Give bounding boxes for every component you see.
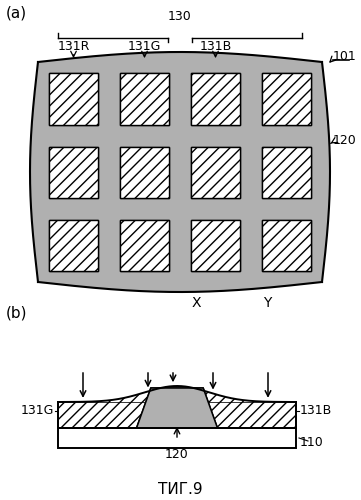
Text: 120: 120 [165,448,189,461]
Bar [120,147,169,198]
Bar [262,220,311,271]
Text: X: X [192,296,201,310]
Bar [120,73,169,125]
Polygon shape [58,392,148,402]
Bar [49,73,98,125]
Text: 131R: 131R [57,40,90,54]
Bar [49,73,98,125]
Bar [191,73,240,125]
Polygon shape [136,388,217,428]
Polygon shape [30,62,38,282]
Bar [38,62,322,282]
Bar [240,62,262,282]
Polygon shape [38,52,322,62]
Bar [49,220,98,271]
Bar [120,147,169,198]
Bar [262,220,311,271]
Bar [38,125,322,147]
Bar [262,147,311,198]
Bar [49,147,98,198]
Polygon shape [38,282,322,292]
Bar [169,62,191,282]
Bar [191,220,240,271]
Text: 110: 110 [300,436,324,448]
Bar [98,62,120,282]
Text: 101: 101 [333,50,357,64]
Text: 131B: 131B [199,40,232,54]
Text: ΤИГ.9: ΤИГ.9 [158,482,202,498]
Text: 131G: 131G [128,40,161,54]
Bar [120,220,169,271]
Bar [49,220,98,271]
Bar [262,73,311,125]
Bar [120,220,169,271]
Bar [191,147,240,198]
Text: (b): (b) [6,306,27,321]
Bar [58,428,296,448]
Bar [191,73,240,125]
Text: 131G: 131G [21,404,54,417]
Polygon shape [322,62,330,282]
Bar [205,402,296,428]
Bar [38,198,322,220]
Text: Y: Y [263,296,271,310]
Text: 130: 130 [168,10,192,24]
Polygon shape [205,392,296,402]
Bar [191,147,240,198]
Text: 120: 120 [333,134,357,146]
Text: 131B: 131B [300,404,332,417]
Bar [49,147,98,198]
Bar [262,147,311,198]
Text: (a): (a) [6,6,27,21]
Polygon shape [136,388,217,428]
Bar [120,73,169,125]
Bar [262,73,311,125]
Bar [58,402,148,428]
Bar [191,220,240,271]
